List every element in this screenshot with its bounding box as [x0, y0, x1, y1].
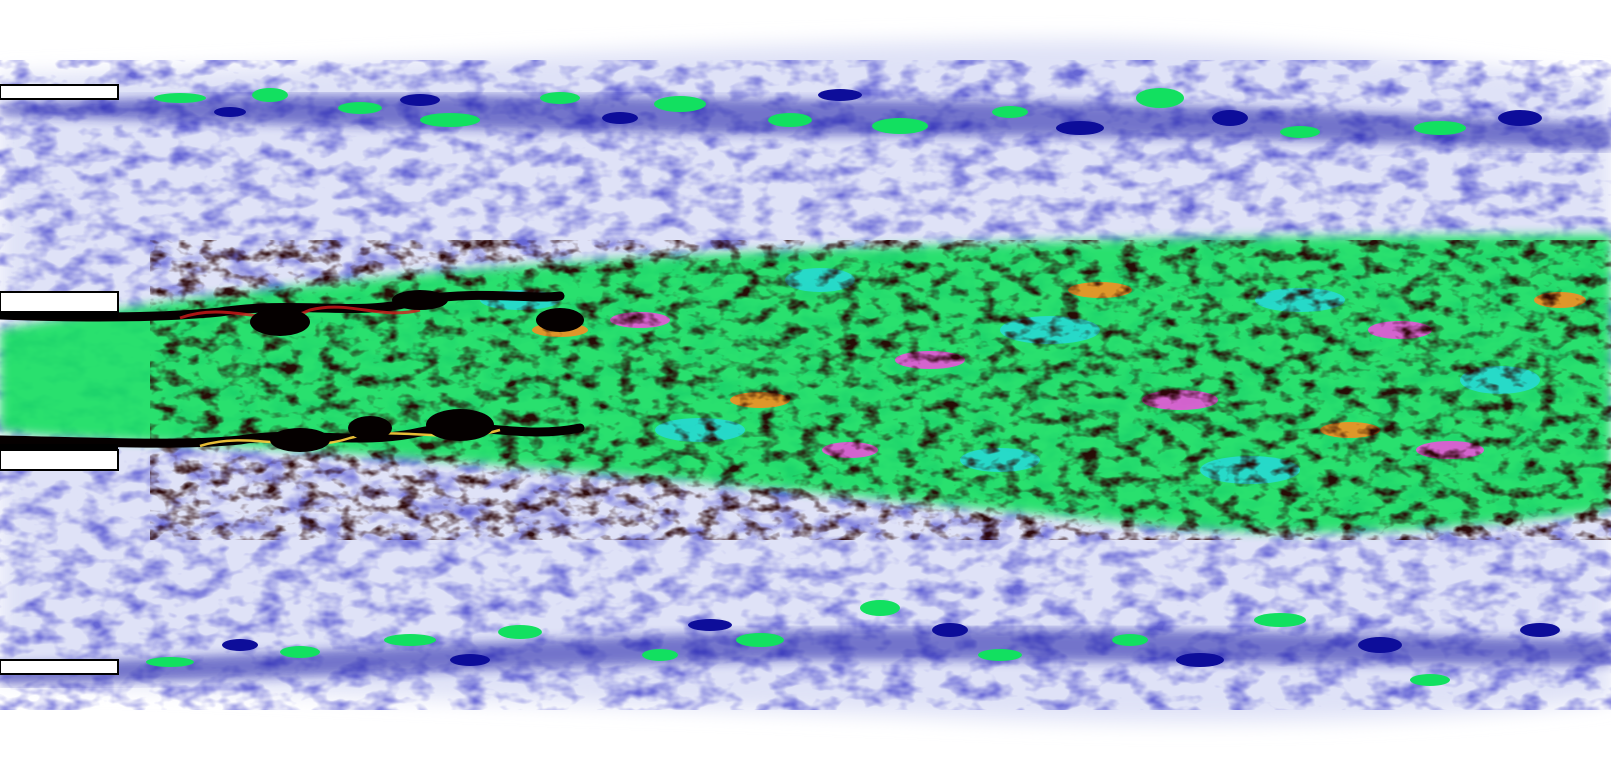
outer-nozzle-top: [0, 84, 119, 100]
upper-shear-layer: [0, 88, 1611, 150]
inner-nozzle-bottom: [0, 444, 119, 471]
inner-nozzle-top: [0, 291, 119, 319]
lower-shear-layer: [0, 600, 1611, 686]
nozzle-walls: [0, 84, 119, 675]
central-jet-core: [0, 235, 1611, 540]
outer-nozzle-bottom: [0, 659, 119, 675]
